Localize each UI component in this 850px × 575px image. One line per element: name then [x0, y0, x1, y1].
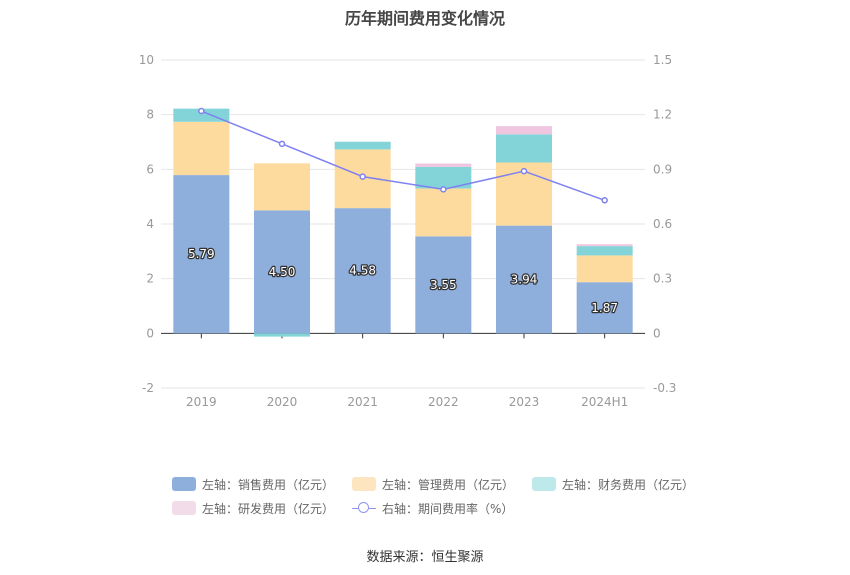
x-tick-label: 2021	[347, 395, 378, 409]
expense-rate-point-2023	[520, 167, 528, 175]
bar-segment-0-2022	[415, 236, 472, 334]
bar-segment-2-2021	[334, 141, 391, 150]
data-label-sales: 3.94	[511, 272, 538, 286]
y-tick-left: 8	[146, 108, 154, 122]
legend-item-management[interactable]: 左轴：管理费用（亿元）	[352, 476, 514, 493]
bar-segment-1-2019	[173, 121, 230, 176]
y-tick-right: 0.3	[653, 272, 672, 286]
y-tick-left: 0	[146, 326, 154, 340]
bar-segment-3-2023	[496, 126, 552, 135]
source-note: 数据来源：恒生聚源	[366, 550, 484, 565]
data-label-sales: 4.58	[349, 264, 376, 278]
expense-rate-point-2020	[278, 140, 286, 148]
legend-item-finance[interactable]: 左轴：财务费用（亿元）	[532, 476, 694, 493]
bar-segment-2-2020	[254, 333, 310, 337]
y-tick-left: 2	[146, 272, 154, 286]
bar-segment-0-2019	[173, 175, 230, 334]
data-label-sales: 1.87	[591, 301, 618, 315]
expense-rate-point-2019	[198, 107, 205, 115]
bar-segment-0-2021	[334, 208, 391, 334]
x-tick-label: 2019	[186, 395, 217, 409]
legend-swatch-sales	[172, 477, 196, 491]
x-tick-label: 2022	[428, 395, 459, 409]
x-tick-label: 2020	[267, 395, 298, 409]
legend-item-rnd[interactable]: 左轴：研发费用（亿元）	[172, 500, 334, 517]
data-label-sales: 3.55	[430, 278, 457, 292]
x-tick-label: 2023	[509, 395, 540, 409]
data-label-sales: 4.50	[269, 265, 296, 279]
data-label-sales: 5.79	[188, 247, 215, 261]
y-tick-right: 1.5	[653, 53, 672, 67]
legend: 左轴：销售费用（亿元） 左轴：管理费用（亿元） 左轴：财务费用（亿元） 左轴：研…	[172, 472, 694, 520]
chart-title: 历年期间费用变化情况	[344, 9, 505, 28]
bar-segment-3-2024H1	[576, 244, 633, 247]
bar-segment-1-2022	[415, 188, 472, 237]
bar-segment-2-2023	[496, 134, 552, 163]
legend-label-management: 左轴：管理费用（亿元）	[382, 477, 515, 492]
legend-item-expense-rate[interactable]: 右轴：期间费用率（%）	[352, 500, 513, 517]
expense-rate-line	[201, 110, 605, 202]
y-tick-right: 0	[653, 326, 661, 340]
bar-segment-2-2022	[415, 166, 472, 189]
expense-rate-point-2024H1	[601, 197, 608, 204]
bar-segment-0-2020	[254, 210, 310, 334]
legend-swatch-rnd	[172, 501, 196, 515]
bar-segment-0-2024H1	[576, 282, 633, 334]
expense-rate-point-2022	[440, 186, 447, 193]
bar-segment-2-2019	[173, 108, 230, 122]
legend-swatch-management	[352, 477, 377, 491]
legend-label-finance: 左轴：财务费用（亿元）	[562, 477, 695, 492]
legend-label-sales: 左轴：销售费用（亿元）	[202, 477, 335, 492]
y-tick-left: 6	[146, 162, 154, 176]
y-tick-left: -2	[142, 381, 154, 395]
expense-rate-point-2021	[359, 173, 366, 180]
legend-item-sales[interactable]: 左轴：销售费用（亿元）	[172, 476, 334, 493]
legend-swatch-finance	[532, 477, 557, 491]
bar-segment-2-2024H1	[576, 246, 633, 256]
legend-label-expense-rate: 右轴：期间费用率（%）	[382, 501, 514, 516]
bar-segment-3-2022	[415, 163, 472, 167]
x-tick-label: 2024H1	[581, 395, 628, 409]
y-tick-right: -0.3	[653, 381, 676, 395]
bar-segment-1-2024H1	[576, 255, 633, 283]
y-tick-right: 0.6	[653, 217, 672, 231]
y-tick-right: 0.9	[653, 162, 672, 176]
bar-segment-0-2023	[496, 225, 552, 334]
y-tick-left: 4	[146, 217, 154, 231]
legend-line-circle-icon	[352, 501, 377, 515]
bar-segment-1-2020	[254, 163, 310, 211]
y-tick-left: 10	[139, 53, 154, 67]
legend-label-rnd: 左轴：研发费用（亿元）	[202, 501, 335, 516]
y-tick-right: 1.2	[653, 108, 672, 122]
